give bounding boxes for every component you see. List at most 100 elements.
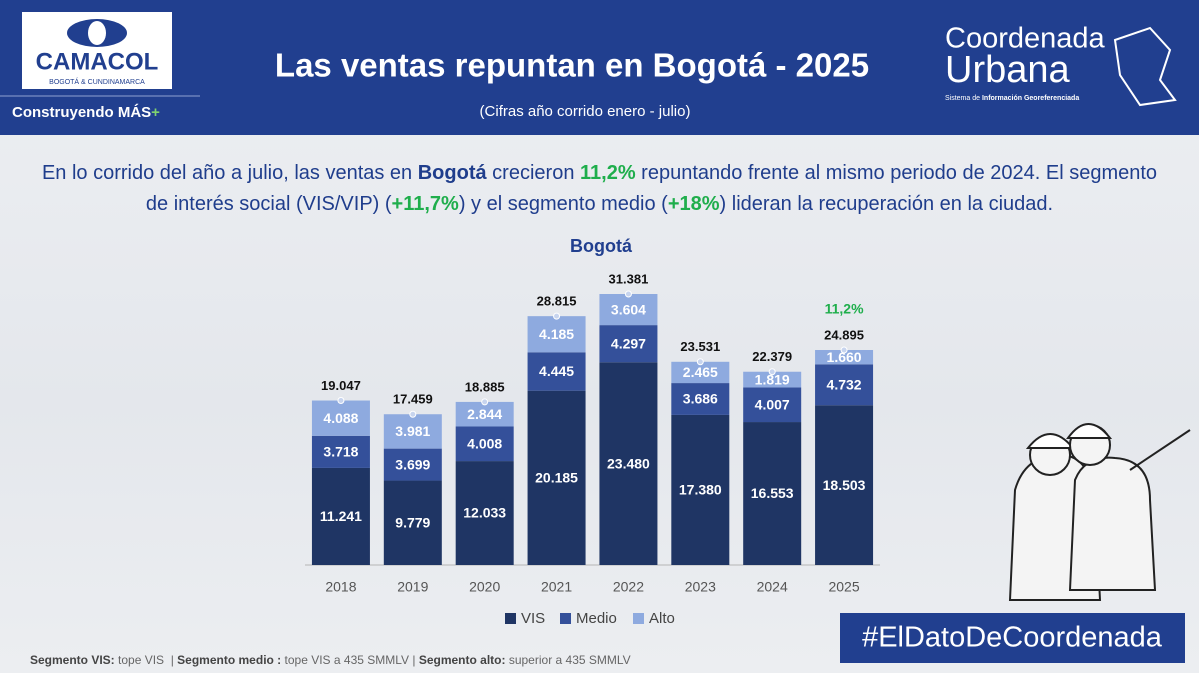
bar-segment (383, 414, 442, 449)
legend-swatch (633, 613, 644, 624)
intro-text: ) lideran la recuperación en la ciudad. (719, 193, 1054, 215)
value-label: 1.660 (827, 349, 862, 365)
total-label: 22.379 (752, 349, 792, 364)
title: Las ventas repuntan en Bogotá - 2025 (275, 47, 869, 84)
value-label: 4.088 (323, 410, 358, 426)
brand-tagline: Sistema de Información Georeferenciada (945, 95, 1079, 102)
worker (1068, 456, 1157, 591)
helmet (1066, 423, 1113, 439)
bar-segment (743, 371, 802, 388)
value-label: 4.732 (827, 376, 862, 392)
slogan-plus: + (151, 104, 160, 121)
value-label: 18.503 (823, 477, 866, 493)
hashtag: #ElDatoDeCoordenada (862, 622, 1163, 654)
value-label: 4.297 (611, 335, 646, 351)
bar-segment (455, 461, 514, 565)
x-tick-label: 2023 (685, 579, 716, 595)
slogan: Construyendo MÁS+ (12, 104, 160, 121)
brand-tagline-text: Sistema de (945, 95, 982, 102)
value-label: 3.686 (683, 391, 718, 407)
x-tick-label: 2021 (541, 579, 572, 595)
x-tick-label: 2025 (828, 579, 859, 595)
total-label: 18.885 (465, 379, 505, 394)
x-tick-label: 2018 (325, 579, 356, 595)
bar-segment (815, 364, 874, 406)
legend-swatch (505, 613, 516, 624)
bar-segment (815, 405, 874, 565)
total-label: 28.815 (537, 294, 577, 309)
bar-segment (671, 383, 730, 415)
bar-segment (311, 467, 370, 565)
value-label: 4.445 (539, 363, 574, 379)
value-label: 9.779 (395, 514, 430, 530)
footnote-bold: Segmento medio : (177, 653, 282, 667)
bar-segment (383, 448, 442, 481)
brand: Urbana (945, 49, 1070, 91)
intro: En lo corrido del año a julio, las venta… (0, 158, 1199, 220)
footnote: Segmento VIS: tope VIS | Segmento medio … (30, 653, 631, 667)
annotation: 11,2% (825, 301, 864, 317)
x-tick-label: 2022 (613, 579, 644, 595)
value-label: 4.185 (539, 326, 574, 342)
intro-highlight: +18% (667, 193, 720, 215)
total-marker (337, 397, 345, 405)
bar-segment (743, 422, 802, 565)
intro-text: crecieron (486, 162, 580, 184)
legend-label: VIS (521, 610, 545, 627)
chart-title: Bogotá (570, 236, 633, 256)
legend-swatch (560, 613, 571, 624)
x-tick-label: 2024 (757, 579, 788, 595)
x-tick-label: 2020 (469, 579, 500, 595)
worker-arm (1129, 429, 1191, 471)
intro-text: de interés social (VIS/VIP) ( (145, 193, 392, 215)
value-label: 3.699 (395, 456, 430, 472)
slogan-text: Construyendo MÁS (12, 104, 151, 121)
value-label: 2.465 (683, 364, 718, 380)
header-band (0, 0, 1199, 135)
brand-map (1113, 26, 1177, 107)
bar-segment (311, 400, 370, 436)
value-label: 3.718 (323, 444, 358, 460)
value-label: 20.185 (535, 470, 578, 486)
total-label: 23.531 (680, 339, 720, 354)
bar-segment (455, 401, 514, 427)
total-marker (768, 368, 776, 376)
legend-label: Medio (576, 610, 617, 627)
bar-segment (527, 390, 586, 565)
total-marker (409, 410, 417, 418)
value-label: 1.819 (755, 371, 790, 387)
value-label: 2.844 (467, 406, 502, 422)
logo-name: CAMACOL (36, 48, 159, 75)
bar-segment (599, 325, 658, 363)
logo-region: BOGOTÁ & CUNDINAMARCA (49, 77, 145, 86)
bar-segment (671, 361, 730, 384)
logo-mark (88, 21, 106, 45)
total-marker (840, 346, 848, 354)
intro-highlight: 11,2% (580, 162, 636, 184)
footnote-bold: Segmento alto: (418, 653, 506, 667)
value-label: 12.033 (463, 505, 506, 521)
total-marker (481, 398, 489, 406)
bar-segment (599, 362, 658, 565)
bar-segment (599, 294, 658, 326)
value-label: 23.480 (607, 455, 650, 471)
total-label: 19.047 (321, 378, 361, 393)
bar-segment (815, 350, 874, 365)
legend-label: Alto (649, 610, 675, 627)
total-label: 17.459 (393, 392, 433, 407)
value-label: 16.553 (751, 485, 794, 501)
total-marker (696, 358, 704, 366)
value-label: 4.008 (467, 435, 502, 451)
total-label: 31.381 (609, 271, 649, 286)
subtitle: (Cifras año corrido enero - julio) (480, 103, 691, 120)
hashtag-box (840, 613, 1185, 663)
brand-tagline-text: Información Georeferenciada (982, 95, 1079, 102)
total-label: 24.895 (824, 327, 864, 342)
x-tick-label: 2019 (397, 579, 428, 595)
intro-highlight: +11,7% (391, 193, 459, 215)
bar-segment (311, 435, 370, 468)
footnote-bold: Segmento VIS: (30, 653, 115, 667)
helmet (1025, 433, 1076, 449)
